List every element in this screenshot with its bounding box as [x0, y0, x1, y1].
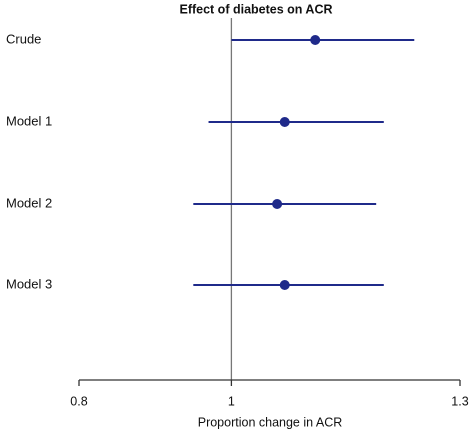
forest-row: Model 1 [6, 113, 384, 128]
x-axis-title: Proportion change in ACR [198, 415, 343, 429]
point-estimate [279, 280, 290, 290]
x-tick-label: 1.3 [451, 394, 468, 408]
forest-row: Model 3 [6, 276, 384, 291]
row-label: Model 1 [6, 113, 52, 128]
x-tick-label: 1 [228, 394, 235, 408]
chart-title: Effect of diabetes on ACR [179, 2, 332, 16]
x-tick-label: 0.8 [70, 394, 87, 408]
row-label: Crude [6, 31, 41, 46]
point-estimate [272, 199, 283, 209]
forest-row: Model 2 [6, 195, 377, 210]
forest-row: Crude [6, 31, 415, 46]
point-estimate [279, 117, 290, 127]
row-label: Model 3 [6, 276, 52, 291]
row-label: Model 2 [6, 195, 52, 210]
point-estimate [310, 35, 321, 45]
